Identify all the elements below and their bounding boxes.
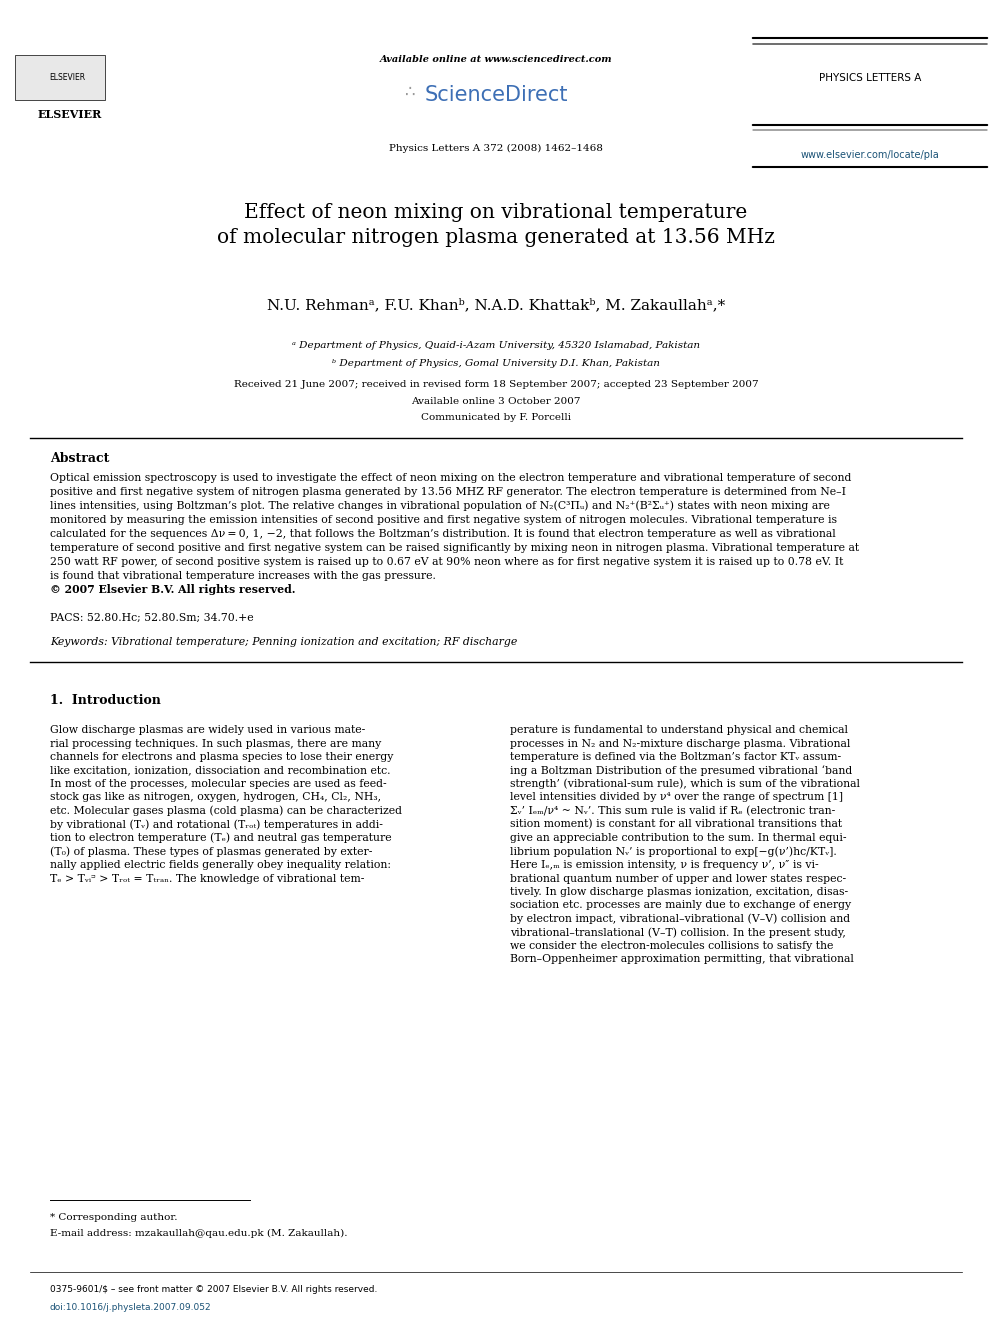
Text: Optical emission spectroscopy is used to investigate the effect of neon mixing o: Optical emission spectroscopy is used to… — [50, 474, 851, 483]
Text: is found that vibrational temperature increases with the gas pressure.: is found that vibrational temperature in… — [50, 572, 435, 581]
Text: sociation etc. processes are mainly due to exchange of energy: sociation etc. processes are mainly due … — [510, 901, 851, 910]
Text: Effect of neon mixing on vibrational temperature
of molecular nitrogen plasma ge: Effect of neon mixing on vibrational tem… — [217, 202, 775, 247]
Text: 0375-9601/$ – see front matter © 2007 Elsevier B.V. All rights reserved.: 0375-9601/$ – see front matter © 2007 El… — [50, 1286, 377, 1294]
Text: 1.  Introduction: 1. Introduction — [50, 693, 161, 706]
Text: lines intensities, using Boltzman’s plot. The relative changes in vibrational po: lines intensities, using Boltzman’s plot… — [50, 500, 830, 511]
Text: ELSEVIER: ELSEVIER — [38, 110, 102, 120]
Text: ᵃ Department of Physics, Quaid-i-Azam University, 45320 Islamabad, Pakistan: ᵃ Department of Physics, Quaid-i-Azam Un… — [292, 340, 700, 349]
Text: ᵇ Department of Physics, Gomal University D.I. Khan, Pakistan: ᵇ Department of Physics, Gomal Universit… — [332, 359, 660, 368]
Text: librium population Nᵥ’ is proportional to exp[−g(ν’)hc/KTᵥ].: librium population Nᵥ’ is proportional t… — [510, 847, 836, 857]
Text: * Corresponding author.: * Corresponding author. — [50, 1213, 178, 1222]
Text: Here Iₑ,ₘ is emission intensity, ν is frequency ν’, ν″ is vi-: Here Iₑ,ₘ is emission intensity, ν is fr… — [510, 860, 818, 871]
Text: level intensities divided by ν⁴ over the range of spectrum [1]: level intensities divided by ν⁴ over the… — [510, 792, 843, 803]
Text: Abstract: Abstract — [50, 451, 109, 464]
Text: ELSEVIER: ELSEVIER — [49, 73, 85, 82]
Text: Born–Oppenheimer approximation permitting, that vibrational: Born–Oppenheimer approximation permittin… — [510, 954, 854, 964]
Text: stock gas like as nitrogen, oxygen, hydrogen, CH₄, Cl₂, NH₃,: stock gas like as nitrogen, oxygen, hydr… — [50, 792, 381, 803]
Text: etc. Molecular gases plasma (cold plasma) can be characterized: etc. Molecular gases plasma (cold plasma… — [50, 806, 402, 816]
Text: Σᵥ’ Iₑₘ/ν⁴ ~ Nᵥ’. This sum rule is valid if Rₑ (electronic tran-: Σᵥ’ Iₑₘ/ν⁴ ~ Nᵥ’. This sum rule is valid… — [510, 806, 835, 816]
Text: doi:10.1016/j.physleta.2007.09.052: doi:10.1016/j.physleta.2007.09.052 — [50, 1303, 211, 1311]
Text: strength’ (vibrational-sum rule), which is sum of the vibrational: strength’ (vibrational-sum rule), which … — [510, 779, 860, 790]
Text: In most of the processes, molecular species are used as feed-: In most of the processes, molecular spec… — [50, 779, 387, 789]
Text: temperature of second positive and first negative system can be raised significa: temperature of second positive and first… — [50, 542, 859, 553]
Text: brational quantum number of upper and lower states respec-: brational quantum number of upper and lo… — [510, 873, 846, 884]
Text: vibrational–translational (V–T) collision. In the present study,: vibrational–translational (V–T) collisio… — [510, 927, 846, 938]
Text: 250 watt RF power, of second positive system is raised up to 0.67 eV at 90% neon: 250 watt RF power, of second positive sy… — [50, 557, 843, 568]
Text: perature is fundamental to understand physical and chemical: perature is fundamental to understand ph… — [510, 725, 848, 736]
Text: tion to electron temperature (Tₑ) and neutral gas temperature: tion to electron temperature (Tₑ) and ne… — [50, 832, 392, 843]
Text: ing a Boltzman Distribution of the presumed vibrational ‘band: ing a Boltzman Distribution of the presu… — [510, 765, 852, 775]
Text: temperature is defined via the Boltzman’s factor KTᵥ assum-: temperature is defined via the Boltzman’… — [510, 751, 841, 762]
Bar — [15, 56, 105, 101]
Text: Glow discharge plasmas are widely used in various mate-: Glow discharge plasmas are widely used i… — [50, 725, 365, 736]
Text: channels for electrons and plasma species to lose their energy: channels for electrons and plasma specie… — [50, 751, 394, 762]
Text: by vibrational (Tᵥ) and rotational (Tᵣₒₜ) temperatures in addi-: by vibrational (Tᵥ) and rotational (Tᵣₒₜ… — [50, 819, 383, 830]
Text: processes in N₂ and N₂-mixture discharge plasma. Vibrational: processes in N₂ and N₂-mixture discharge… — [510, 738, 850, 749]
Text: sition moment) is constant for all vibrational transitions that: sition moment) is constant for all vibra… — [510, 819, 842, 830]
Text: (T₀) of plasma. These types of plasmas generated by exter-: (T₀) of plasma. These types of plasmas g… — [50, 847, 372, 857]
Text: Keywords: Vibrational temperature; Penning ionization and excitation; RF dischar: Keywords: Vibrational temperature; Penni… — [50, 636, 517, 647]
Text: N.U. Rehmanᵃ, F.U. Khanᵇ, N.A.D. Khattakᵇ, M. Zakaullahᵃ,*: N.U. Rehmanᵃ, F.U. Khanᵇ, N.A.D. Khattak… — [267, 298, 725, 312]
Text: tively. In glow discharge plasmas ionization, excitation, disas-: tively. In glow discharge plasmas ioniza… — [510, 886, 848, 897]
Text: Tₑ > Tᵥᵢᵙ > Tᵣₒₜ = Tₜᵣₐₙ. The knowledge of vibrational tem-: Tₑ > Tᵥᵢᵙ > Tᵣₒₜ = Tₜᵣₐₙ. The knowledge … — [50, 873, 364, 884]
Text: by electron impact, vibrational–vibrational (V–V) collision and: by electron impact, vibrational–vibratio… — [510, 914, 850, 925]
Text: give an appreciable contribution to the sum. In thermal equi-: give an appreciable contribution to the … — [510, 833, 846, 843]
Text: like excitation, ionization, dissociation and recombination etc.: like excitation, ionization, dissociatio… — [50, 766, 391, 775]
Text: Available online 3 October 2007: Available online 3 October 2007 — [412, 397, 580, 406]
Text: ScienceDirect: ScienceDirect — [425, 85, 567, 105]
Text: positive and first negative system of nitrogen plasma generated by 13.56 MHZ RF : positive and first negative system of ni… — [50, 487, 846, 497]
Text: Communicated by F. Porcelli: Communicated by F. Porcelli — [421, 413, 571, 422]
Text: © 2007 Elsevier B.V. All rights reserved.: © 2007 Elsevier B.V. All rights reserved… — [50, 585, 296, 595]
Text: calculated for the sequences Δν = 0, 1, −2, that follows the Boltzman’s distribu: calculated for the sequences Δν = 0, 1, … — [50, 529, 835, 538]
Text: www.elsevier.com/locate/pla: www.elsevier.com/locate/pla — [801, 149, 939, 160]
Text: Received 21 June 2007; received in revised form 18 September 2007; accepted 23 S: Received 21 June 2007; received in revis… — [234, 381, 758, 389]
Text: E-mail address: mzakaullah@qau.edu.pk (M. Zakaullah).: E-mail address: mzakaullah@qau.edu.pk (M… — [50, 1229, 347, 1237]
Text: nally applied electric fields generally obey inequality relation:: nally applied electric fields generally … — [50, 860, 391, 871]
Text: monitored by measuring the emission intensities of second positive and first neg: monitored by measuring the emission inte… — [50, 515, 837, 525]
Text: PACS: 52.80.Hc; 52.80.Sm; 34.70.+e: PACS: 52.80.Hc; 52.80.Sm; 34.70.+e — [50, 613, 254, 623]
Text: PHYSICS LETTERS A: PHYSICS LETTERS A — [818, 73, 922, 83]
Text: Physics Letters A 372 (2008) 1462–1468: Physics Letters A 372 (2008) 1462–1468 — [389, 143, 603, 152]
Text: ∴: ∴ — [405, 83, 416, 101]
Text: we consider the electron-molecules collisions to satisfy the: we consider the electron-molecules colli… — [510, 941, 833, 951]
Text: rial processing techniques. In such plasmas, there are many: rial processing techniques. In such plas… — [50, 738, 381, 749]
Text: Available online at www.sciencedirect.com: Available online at www.sciencedirect.co… — [380, 56, 612, 65]
